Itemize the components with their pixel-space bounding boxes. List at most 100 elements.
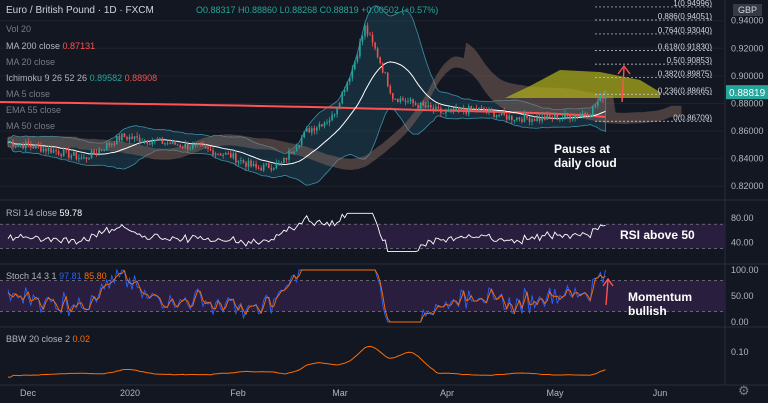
candle-body [348, 78, 351, 82]
candle-body [78, 157, 80, 160]
candle-body [437, 106, 440, 109]
ma200-label[interactable]: MA 200 close 0.87131 [6, 41, 95, 52]
time-tick-4: Apr [440, 388, 454, 398]
rsi-line [7, 212, 606, 253]
candle-body [265, 163, 268, 165]
candle-body [316, 127, 318, 131]
rsi-label[interactable]: RSI 14 close 59.78 [6, 208, 82, 219]
candle-body [250, 160, 252, 167]
candle-body [359, 42, 361, 57]
candle-body [62, 149, 65, 157]
candle-body [397, 99, 399, 103]
vol-label[interactable]: Vol 20 [6, 24, 32, 34]
candle-body [176, 144, 179, 146]
candle-body [586, 114, 589, 117]
candle-body [186, 143, 189, 150]
candle-body [98, 149, 100, 154]
candle-body [399, 98, 402, 103]
candle-body [219, 153, 222, 156]
candle-body [473, 108, 475, 110]
candle-body [526, 114, 528, 118]
candle-body [503, 111, 506, 115]
candle-body [35, 144, 37, 149]
candle-body [354, 61, 356, 70]
candle-body [493, 110, 495, 118]
rsi-tick-1: 40.00 [731, 237, 754, 247]
candle-body [516, 117, 518, 120]
candle-body [576, 114, 579, 117]
ma20-line [7, 61, 606, 166]
candle-body [212, 150, 214, 156]
candle-body [128, 136, 131, 140]
rsi-name: RSI 14 close [6, 208, 58, 218]
rsi-annotation: RSI above 50 [620, 228, 695, 242]
candle-body [556, 114, 559, 120]
currency-badge[interactable]: GBP [732, 4, 762, 16]
candle-body [146, 140, 149, 144]
time-tick-0: Dec [20, 388, 37, 398]
candle-body [602, 95, 604, 99]
candle-body [356, 56, 359, 62]
candle-body [295, 147, 298, 152]
candle-body [584, 113, 587, 115]
candle-body [85, 157, 88, 159]
candle-body [523, 114, 526, 122]
candle-body [222, 154, 224, 156]
candle-body [229, 153, 232, 158]
ichimoku-label[interactable]: Ichimoku 9 26 52 26 0.89582 0.88908 [6, 73, 157, 84]
candle-body [422, 102, 424, 106]
candle-body [308, 128, 311, 133]
time-tick-6: Jun [653, 388, 668, 398]
candle-body [597, 101, 599, 106]
candle-body [513, 119, 516, 121]
candle-body [333, 114, 336, 116]
candle-body [417, 104, 419, 109]
candle-body [118, 135, 121, 141]
candle-body [50, 148, 52, 153]
candle-body [159, 138, 161, 141]
candle-body [495, 115, 498, 118]
candle-body [298, 144, 300, 148]
ichimoku-cloud-bullish [505, 70, 660, 98]
candle-body [40, 146, 42, 152]
candle-body [83, 157, 85, 159]
candle-body [67, 149, 70, 158]
rsi-value: 59.78 [59, 208, 83, 218]
stoch-d-line [7, 269, 606, 323]
candle-body [374, 42, 376, 49]
candle-body [465, 111, 468, 114]
candle-body [323, 122, 326, 127]
candle-body [414, 103, 417, 105]
candle-body [429, 104, 432, 108]
candle-body [450, 108, 452, 111]
ma20-label[interactable]: MA 20 close [6, 57, 56, 67]
stoch-label[interactable]: Stoch 14 3 1 97.81 85.80 [6, 271, 107, 282]
candle-body [273, 168, 275, 170]
bbw-label[interactable]: BBW 20 close 2 0.02 [6, 334, 90, 345]
rsi-tick-0: 80.00 [731, 213, 754, 223]
settings-gear-icon[interactable]: ⚙ [738, 383, 750, 398]
candle-body [447, 110, 450, 112]
candle-body [480, 107, 483, 109]
candle-body [288, 151, 290, 160]
candle-body [566, 113, 569, 116]
symbol-title[interactable]: Euro / British Pound · 1D · FXCM [6, 5, 154, 16]
candle-body [457, 107, 460, 111]
ma50-label[interactable]: MA 50 close [6, 121, 56, 131]
ichimoku-name: Ichimoku 9 26 52 26 [6, 73, 88, 83]
candle-body [103, 149, 106, 151]
price-tick-0: 0.94000 [731, 16, 764, 26]
ema55-label[interactable]: EMA 55 close [6, 105, 62, 115]
candle-body [174, 141, 176, 145]
candle-body [452, 108, 455, 112]
time-tick-2: Feb [230, 388, 246, 398]
candle-body [166, 143, 169, 145]
candle-body [376, 48, 379, 58]
candle-body [531, 119, 533, 123]
candle-body [435, 106, 437, 111]
candle-body [338, 103, 341, 108]
candle-body [278, 162, 280, 164]
candle-body [29, 145, 32, 147]
candle-body [500, 111, 503, 115]
ma5-label[interactable]: MA 5 close [6, 89, 51, 99]
